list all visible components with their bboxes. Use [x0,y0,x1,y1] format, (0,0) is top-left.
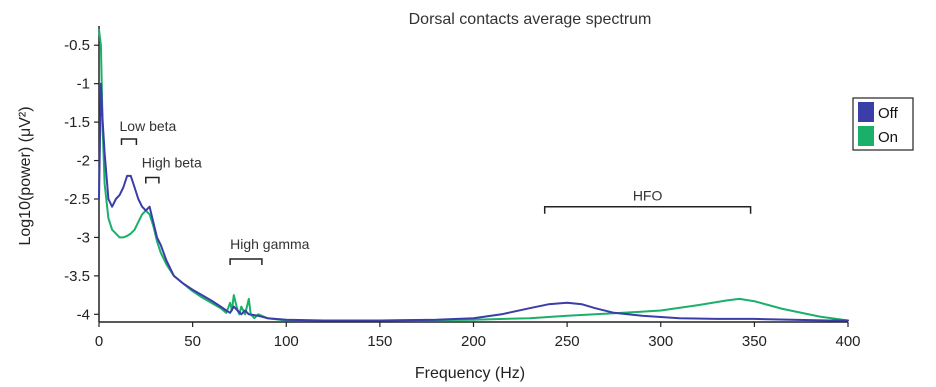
x-tick-label: 250 [555,333,580,350]
series-line-on [98,28,849,322]
y-tick-label: -1.5 [64,114,90,131]
annotation-label-high-beta: High beta [142,155,202,171]
plot-area: 0 50 100 150 200 250 300 350 400 -4-3.5-3-2.5-2-… [64,26,861,350]
x-axis-label: Frequency (Hz) [415,365,525,382]
x-tick-label: 0 [95,333,103,350]
y-tick-label: -0.5 [64,37,90,54]
bracket-high-gamma [229,258,263,265]
series-line-off [98,82,849,322]
x-tick-label: 300 [648,333,673,350]
x-tick-label: 350 [742,333,767,350]
y-tick-label: -3 [77,229,90,246]
x-tick-label: 100 [274,333,299,350]
legend-swatch-off [858,102,874,122]
y-ticks: -4 -3.5 -3 -2.5 -2 -1.5 -1 -0.5 [64,37,99,323]
bracket-low-beta [120,138,138,145]
bracket-hfo [543,205,752,214]
y-tick-label: -4 [77,306,90,323]
annotation-label-hfo: HFO [633,188,663,204]
legend-label-off: Off [878,105,899,122]
x-ticks: 0 50 100 150 200 250 300 350 400 [95,322,861,350]
legend: Off On [852,97,914,151]
chart-title: Dorsal contacts average spectrum [409,11,652,28]
y-axis-label: Log10(power) (μV²) [17,106,34,245]
annotation-label-high-gamma: High gamma [230,236,310,252]
x-tick-label: 150 [367,333,392,350]
x-tick-label: 200 [461,333,486,350]
annotation-label-low-beta: Low beta [120,118,177,134]
legend-swatch-on [858,126,874,146]
series-lines [98,28,849,322]
legend-label-on: On [878,129,898,146]
x-tick-label: 400 [835,333,860,350]
x-tick-label: 50 [184,333,201,350]
y-tick-label: -2.5 [64,191,90,208]
y-tick-label: -1 [77,76,90,93]
y-tick-label: -3.5 [64,268,90,285]
annotations: Low beta High beta High gamma HFO [120,118,752,265]
bracket-high-beta [145,176,160,184]
y-tick-label: -2 [77,153,90,170]
